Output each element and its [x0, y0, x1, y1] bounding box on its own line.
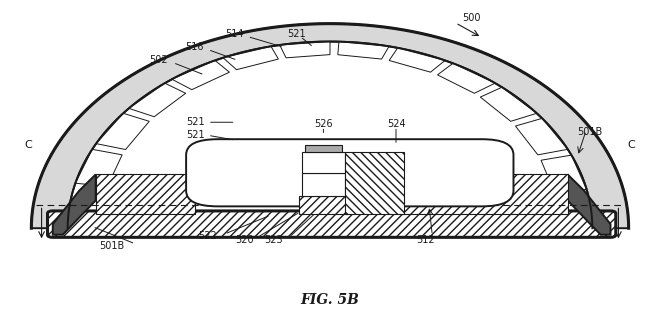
- FancyBboxPatch shape: [48, 211, 616, 237]
- Bar: [302, 152, 345, 173]
- Bar: [403, 174, 568, 214]
- Polygon shape: [480, 87, 537, 121]
- Text: 502: 502: [149, 55, 168, 65]
- Text: 526: 526: [314, 119, 333, 129]
- Text: 501B: 501B: [100, 241, 125, 251]
- Text: C: C: [628, 140, 636, 150]
- Polygon shape: [75, 149, 122, 186]
- Text: 516: 516: [185, 42, 204, 52]
- Polygon shape: [53, 174, 96, 235]
- Text: 521: 521: [186, 117, 205, 127]
- Polygon shape: [129, 83, 185, 117]
- Polygon shape: [515, 118, 568, 155]
- Text: 523: 523: [265, 235, 283, 244]
- Polygon shape: [438, 63, 495, 93]
- Text: C: C: [24, 140, 32, 150]
- Polygon shape: [31, 24, 628, 228]
- Bar: [299, 196, 348, 214]
- Text: 521: 521: [186, 130, 205, 140]
- Text: FIG. 5B: FIG. 5B: [300, 293, 360, 307]
- Text: 521: 521: [288, 29, 306, 39]
- Text: 524: 524: [387, 119, 405, 129]
- Polygon shape: [223, 46, 279, 70]
- Text: 501B: 501B: [578, 127, 603, 137]
- Polygon shape: [280, 41, 330, 58]
- Polygon shape: [389, 48, 445, 72]
- Polygon shape: [568, 174, 611, 235]
- Text: 500: 500: [463, 13, 481, 23]
- Bar: [305, 145, 342, 152]
- Text: 522: 522: [199, 231, 217, 241]
- Text: 512: 512: [416, 235, 435, 244]
- Polygon shape: [338, 42, 389, 59]
- Bar: [96, 174, 195, 214]
- Polygon shape: [541, 155, 587, 192]
- Bar: [302, 173, 345, 196]
- Polygon shape: [96, 113, 149, 150]
- Text: 520: 520: [235, 235, 253, 244]
- FancyBboxPatch shape: [186, 139, 513, 206]
- Bar: [345, 152, 404, 214]
- Polygon shape: [172, 60, 230, 90]
- Text: 514: 514: [225, 29, 244, 39]
